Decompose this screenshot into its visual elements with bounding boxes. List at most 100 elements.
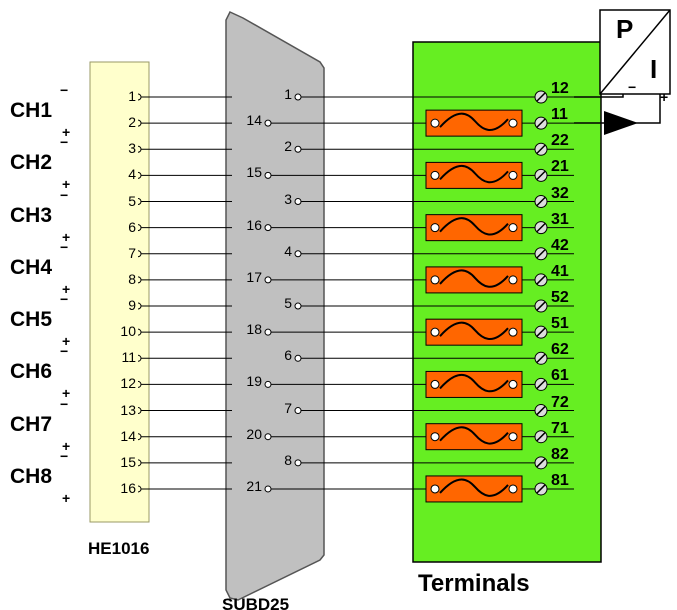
he1016-pin-socket [137, 119, 142, 127]
he1016-pin-label: 10 [120, 323, 136, 340]
terminal-screw-slot [536, 484, 546, 494]
subd25-pin-hole [294, 459, 302, 467]
resistor-left-contact [430, 327, 440, 337]
pi-converter-minus-sign: − [628, 79, 637, 95]
terminal-number-label: 71 [551, 419, 569, 437]
terminal-screw-slot [536, 92, 546, 102]
resistor-right-contact [508, 223, 518, 233]
resistor-block [425, 214, 523, 242]
he1016-pin-label: 1 [128, 88, 136, 104]
resistor-left-contact [430, 223, 440, 233]
terminal-number-label: 51 [551, 315, 569, 333]
channel-plus-sign: + [62, 333, 71, 350]
channel-minus-sign: − [60, 395, 69, 412]
resistor-wave-symbol [439, 217, 509, 236]
subd25-connector-body [225, 11, 325, 601]
terminal-number-label: 42 [551, 236, 569, 254]
terminal-screw-slot [536, 144, 546, 154]
channel-plus-sign: + [62, 437, 71, 454]
terminal-number-label: 22 [551, 132, 569, 150]
he1016-pin-socket [137, 93, 142, 101]
terminal-number-label: 72 [551, 393, 569, 411]
resistor-block [425, 266, 523, 294]
subd25-pin-label: 8 [284, 451, 292, 468]
subd25-pin-hole [264, 433, 272, 441]
resistor-block [425, 318, 523, 346]
pi-converter-diagonal [599, 9, 671, 95]
channel-plus-sign: + [62, 280, 71, 297]
he1016-pin-socket [137, 459, 142, 467]
he1016-pin-socket [137, 407, 142, 415]
he1016-pin-socket [137, 250, 142, 258]
resistor-right-contact [508, 275, 518, 285]
he1016-pin-socket [137, 433, 142, 441]
resistor-left-contact [430, 118, 440, 128]
resistor-right-contact [508, 484, 518, 494]
subd25-pin-label: 16 [246, 216, 262, 233]
terminal-number-label: 11 [551, 106, 568, 124]
channel-minus-sign: − [60, 186, 69, 203]
subd25-pin-hole [264, 328, 272, 336]
channel-plus-sign: + [62, 385, 71, 402]
he1016-caption: HE1016 [88, 539, 150, 558]
resistor-right-contact [508, 327, 518, 337]
channel-minus-sign: − [60, 238, 69, 255]
terminal-number-label: 52 [551, 289, 569, 307]
subd25-pin-label: 7 [284, 399, 292, 416]
he1016-connector-body [89, 61, 150, 523]
subd25-pin-label: 19 [246, 373, 262, 390]
pi-minus-wire [574, 94, 624, 98]
he1016-pin-label: 7 [128, 244, 136, 261]
resistor-left-contact [430, 379, 440, 389]
subd25-pin-label: 1 [284, 86, 292, 102]
pi-converter-letter-i: I [650, 54, 658, 84]
he1016-pin-label: 13 [120, 401, 136, 418]
he1016-pin-label: 16 [120, 479, 136, 496]
he1016-pin-label: 12 [120, 375, 136, 392]
channel-label-ch8: CH8 [10, 464, 53, 488]
subd25-pin-label: 14 [246, 112, 262, 129]
resistor-right-contact [508, 379, 518, 389]
he1016-pin-label: 15 [120, 453, 136, 470]
terminal-screw-slot [536, 249, 546, 259]
terminal-number-label: 31 [551, 210, 569, 228]
he1016-pin-socket [137, 302, 142, 310]
terminal-screw-slot [536, 432, 546, 442]
terminal-screw-slot [536, 301, 546, 311]
resistor-wave-symbol [439, 321, 509, 340]
terminal-number-label: 21 [551, 158, 569, 176]
channel-plus-sign: + [62, 176, 71, 193]
resistor-block [425, 109, 523, 137]
terminal-screw-slot [536, 196, 546, 207]
terminals-caption: Terminals [418, 570, 530, 597]
subd25-pin-label: 17 [246, 268, 262, 285]
he1016-pin-socket [137, 171, 142, 179]
subd25-pin-label: 4 [284, 242, 292, 259]
terminal-number-label: 82 [551, 445, 569, 463]
subd25-pin-label: 21 [246, 477, 262, 494]
subd25-pin-hole [264, 276, 272, 284]
terminal-screw-slot [536, 379, 546, 389]
subd25-pin-label: 18 [246, 321, 262, 338]
resistor-left-contact [430, 170, 440, 180]
pi-signal-arrow [604, 111, 638, 135]
terminal-number-label: 32 [551, 184, 569, 202]
resistor-wave-symbol [439, 426, 509, 445]
terminal-number-label: 62 [551, 341, 569, 359]
he1016-pin-label: 4 [128, 166, 136, 183]
he1016-pin-socket [137, 276, 142, 284]
he1016-pin-label: 8 [128, 270, 136, 287]
he1016-pin-socket [137, 198, 142, 206]
subd25-pin-hole [294, 250, 302, 258]
channel-plus-sign: + [62, 124, 71, 141]
resistor-wave-symbol [439, 164, 509, 184]
terminal-number-label: 12 [551, 80, 569, 97]
he1016-pin-label: 14 [120, 427, 136, 444]
he1016-pin-label: 2 [128, 114, 136, 131]
channel-label-ch5: CH5 [10, 308, 53, 332]
resistor-block [425, 475, 523, 503]
resistor-wave-symbol [439, 373, 509, 393]
subd25-pin-label: 3 [284, 190, 292, 207]
resistor-left-contact [430, 484, 440, 494]
